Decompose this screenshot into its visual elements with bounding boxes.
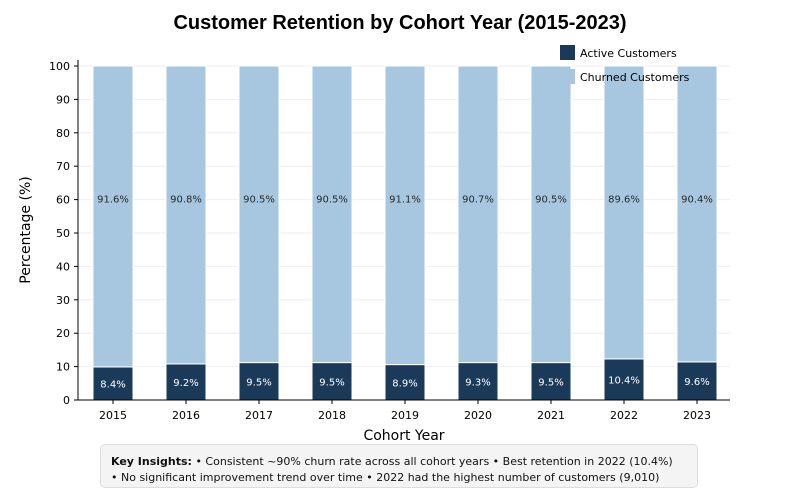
x-tick-label: 2017 <box>245 409 273 422</box>
legend-label-active-customers: Active Customers <box>580 47 677 60</box>
bar-active-customers <box>676 361 718 401</box>
key-insights-box: Key Insights: • Consistent ~90% churn ra… <box>100 444 698 488</box>
bar-churned-customers <box>238 65 280 364</box>
bar-label-active-customers: 9.5% <box>319 377 344 388</box>
bar-label-churned-customers: 90.7% <box>462 195 494 206</box>
legend-swatch-active-customers <box>560 45 575 60</box>
bars: 8.4% 91.6% 9.2% 90.8% 9.5% 90.5% 9.5% 90.5% 8.9%… <box>92 65 718 401</box>
bar-label-active-customers: 9.2% <box>173 378 198 389</box>
bar-label-active-customers: 9.5% <box>538 377 563 388</box>
bar-churned-customers <box>92 65 134 368</box>
x-tick-label: 2018 <box>318 409 346 422</box>
y-tick-label: 90 <box>56 93 70 106</box>
x-tick-label: 2019 <box>391 409 419 422</box>
bar-label-churned-customers: 90.5% <box>535 195 567 206</box>
y-tick-label: 70 <box>56 160 70 173</box>
bar-label-churned-customers: 90.5% <box>243 195 275 206</box>
legend: Active Customers Churned Customers <box>560 45 690 84</box>
y-tick-label: 60 <box>56 194 70 207</box>
y-tick-label: 100 <box>49 60 70 73</box>
chart-title: Customer Retention by Cohort Year (2015-… <box>173 12 626 34</box>
bar-churned-customers <box>165 65 207 365</box>
x-tick-label: 2023 <box>683 409 711 422</box>
x-ticks: 2015 2016 2017 2018 2019 2020 2021 2022 2023 <box>99 400 711 422</box>
bar-label-churned-customers: 90.8% <box>170 195 202 206</box>
bar-label-churned-customers: 90.5% <box>316 195 348 206</box>
y-ticks: 0 10 20 30 40 50 60 70 80 90 100 <box>49 60 78 407</box>
y-tick-label: 0 <box>63 394 70 407</box>
insights-text-2: • No significant improvement trend over … <box>111 471 660 484</box>
bar-active-customers <box>384 364 426 401</box>
bar-label-active-customers: 9.5% <box>246 377 271 388</box>
y-tick-label: 10 <box>56 361 70 374</box>
bar-label-churned-customers: 89.6% <box>608 195 640 206</box>
bar-label-churned-customers: 90.4% <box>681 195 713 206</box>
legend-label-churned-customers: Churned Customers <box>580 71 690 84</box>
bar-label-active-customers: 9.6% <box>684 377 709 388</box>
y-axis-label: Percentage (%) <box>18 176 34 283</box>
bar-churned-customers <box>457 65 499 364</box>
insights-line-1: Key Insights: • Consistent ~90% churn ra… <box>111 454 697 470</box>
bar-churned-customers <box>603 65 645 360</box>
bar-active-customers <box>457 362 499 401</box>
y-tick-label: 50 <box>56 227 70 240</box>
x-axis-label: Cohort Year <box>363 428 444 444</box>
bar-churned-customers <box>530 65 572 364</box>
insights-heading: Key Insights: <box>111 455 192 468</box>
axes <box>77 60 730 401</box>
bar-churned-customers <box>311 65 353 364</box>
x-tick-label: 2022 <box>610 409 638 422</box>
legend-swatch-churned-customers <box>560 69 575 84</box>
bar-label-churned-customers: 91.1% <box>389 195 421 206</box>
bar-churned-customers <box>384 65 426 366</box>
bar-label-active-customers: 10.4% <box>608 375 640 386</box>
bar-active-customers <box>530 362 572 401</box>
bar-label-active-customers: 9.3% <box>465 377 490 388</box>
insights-line-2: • No significant improvement trend over … <box>111 470 697 486</box>
bar-churned-customers <box>676 65 718 363</box>
y-tick-label: 80 <box>56 127 70 140</box>
y-tick-label: 40 <box>56 260 70 273</box>
x-tick-label: 2020 <box>464 409 492 422</box>
insights-text-1: • Consistent ~90% churn rate across all … <box>191 455 673 468</box>
y-tick-label: 30 <box>56 294 70 307</box>
x-tick-label: 2015 <box>99 409 127 422</box>
bar-label-active-customers: 8.4% <box>100 379 125 390</box>
x-tick-label: 2021 <box>537 409 565 422</box>
x-tick-label: 2016 <box>172 409 200 422</box>
y-tick-label: 20 <box>56 327 70 340</box>
bar-active-customers <box>311 362 353 401</box>
bar-label-active-customers: 8.9% <box>392 378 417 389</box>
bar-label-churned-customers: 91.6% <box>97 195 129 206</box>
